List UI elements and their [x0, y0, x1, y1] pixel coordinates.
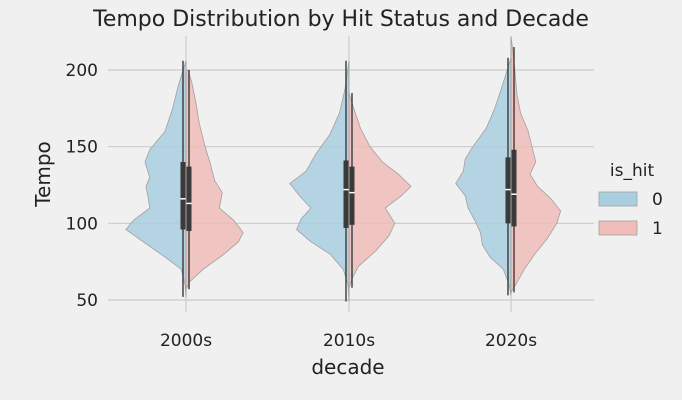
violin-2000s-hit-1	[185, 69, 244, 290]
iqr-box-2010s-hit-1	[349, 166, 355, 225]
violin-2020s-hit-1	[510, 36, 562, 294]
y-tick-label-50: 50	[76, 291, 98, 311]
legend-swatch-0	[598, 191, 638, 207]
legend-swatch-1	[598, 220, 638, 236]
iqr-box-2020s-hit-0	[505, 157, 511, 224]
x-axis-label: decade	[311, 355, 384, 379]
violin-2020s-hit-0	[455, 57, 512, 296]
iqr-box-2010s-hit-0	[343, 160, 349, 228]
iqr-box-2020s-hit-1	[511, 149, 517, 227]
box-layer	[180, 47, 517, 302]
x-tick-label-2020s: 2020s	[485, 331, 537, 351]
y-axis-label: Tempo	[31, 141, 55, 208]
y-tick-label-100: 100	[66, 214, 98, 234]
violin-2010s-hit-1	[348, 92, 412, 288]
violin-layer	[125, 36, 562, 302]
violin-2010s-hit-0	[289, 60, 350, 302]
legend-label-0: 0	[652, 190, 663, 210]
y-tick-label-200: 200	[66, 61, 98, 81]
legend: is_hit 0 1	[598, 161, 663, 239]
y-tick-labels: 50 100 150 200	[66, 61, 98, 311]
x-tick-label-2010s: 2010s	[323, 331, 375, 351]
violin-2000s-hit-0	[125, 60, 187, 297]
x-tick-label-2000s: 2000s	[160, 331, 212, 351]
x-tick-labels: 2000s 2010s 2020s	[160, 331, 537, 351]
legend-label-1: 1	[652, 219, 663, 239]
iqr-box-2000s-hit-1	[186, 166, 192, 231]
legend-title: is_hit	[610, 161, 655, 181]
iqr-box-2000s-hit-0	[180, 162, 186, 230]
chart-title: Tempo Distribution by Hit Status and Dec…	[92, 7, 589, 32]
y-tick-label-150: 150	[66, 138, 98, 158]
